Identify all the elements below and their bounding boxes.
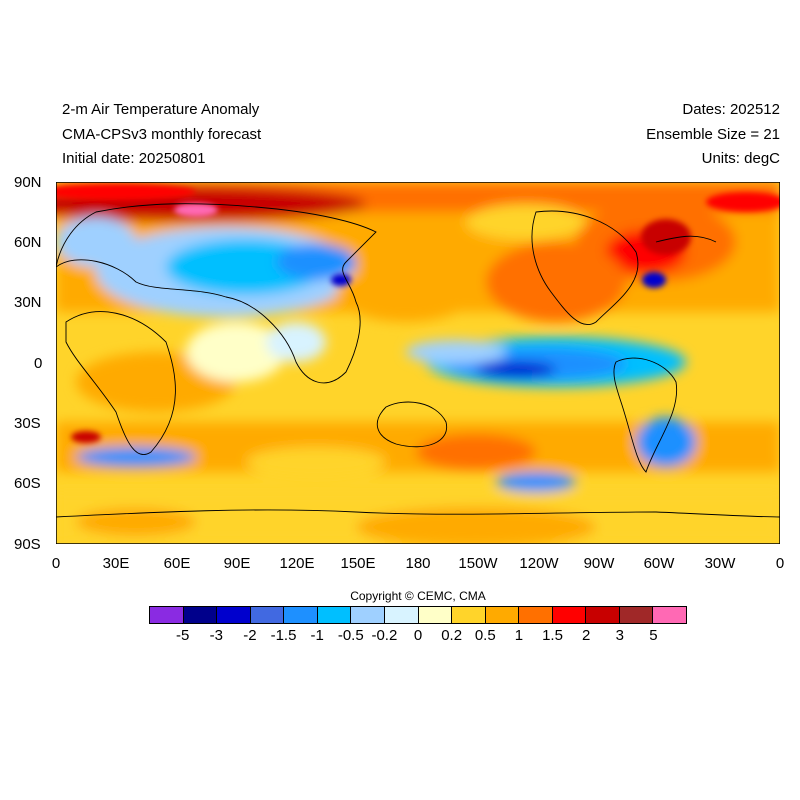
lon-label-150e: 150E (340, 555, 376, 572)
initial-date: Initial date: 20250801 (62, 150, 206, 167)
lon-label-30w: 30W (704, 555, 736, 572)
colorbar-swatch (619, 607, 654, 623)
coastlines (56, 203, 780, 518)
lat-label-90n: 90N (14, 174, 42, 191)
lat-label-30s: 30S (14, 415, 41, 432)
lon-label-120w: 120W (519, 555, 559, 572)
colorbar-swatch (418, 607, 453, 623)
forecast-dates: Dates: 202512 (682, 101, 780, 118)
lon-label-90e: 90E (223, 555, 251, 572)
colorbar-swatch (217, 607, 251, 623)
colorbar-label: -1.5 (270, 627, 297, 644)
map-title: 2-m Air Temperature Anomaly (62, 101, 260, 118)
lon-label-90w: 90W (583, 555, 615, 572)
colorbar-swatch (452, 607, 486, 623)
lon-label-30e: 30E (102, 555, 130, 572)
anomaly-map (56, 182, 780, 544)
colorbar-label: 1 (514, 627, 524, 644)
colorbar (149, 606, 687, 624)
lat-label-90s: 90S (14, 536, 41, 553)
lon-label-0-end: 0 (775, 555, 785, 572)
lat-label-30n: 30N (14, 294, 42, 311)
colorbar-swatch (653, 607, 686, 623)
colorbar-swatch (552, 607, 587, 623)
lon-label-60e: 60E (163, 555, 191, 572)
colorbar-swatch (384, 607, 419, 623)
lon-label-150w: 150W (458, 555, 498, 572)
colorbar-label: 0.5 (474, 627, 496, 644)
colorbar-swatch (183, 607, 218, 623)
colorbar-label: -2 (243, 627, 257, 644)
model-subtitle: CMA-CPSv3 monthly forecast (62, 126, 262, 143)
colorbar-label: 0.2 (441, 627, 463, 644)
copyright-notice: Copyright © CEMC, CMA (350, 589, 486, 603)
lon-label-60w: 60W (643, 555, 675, 572)
colorbar-swatch (317, 607, 352, 623)
colorbar-label: -5 (175, 627, 190, 644)
colorbar-swatch (519, 607, 553, 623)
lon-label-120e: 120E (279, 555, 315, 572)
lat-label-60n: 60N (14, 234, 42, 251)
colorbar-label: 5 (649, 627, 658, 644)
colorbar-swatch (284, 607, 318, 623)
colorbar-swatch (586, 607, 620, 623)
colorbar-label: 0 (413, 627, 423, 644)
colorbar-label: -3 (209, 627, 223, 644)
colorbar-label: -0.2 (371, 627, 398, 644)
colorbar-swatch (150, 607, 184, 623)
colorbar-swatch (351, 607, 385, 623)
anomaly-extremes (56, 184, 780, 443)
colorbar-swatch (250, 607, 285, 623)
colorbar-label: 3 (615, 627, 624, 644)
lat-label-equator: 0 (34, 355, 43, 372)
ensemble-size: Ensemble Size = 21 (646, 126, 780, 143)
lon-label-0: 0 (51, 555, 61, 572)
colorbar-swatch (485, 607, 520, 623)
colorbar-label: -0.5 (337, 627, 364, 644)
colorbar-label: -1 (310, 627, 324, 644)
colorbar-label: 2 (581, 627, 591, 644)
units-label: Units: degC (701, 150, 780, 167)
lat-label-60s: 60S (14, 475, 41, 492)
lon-label-180: 180 (405, 555, 431, 572)
colorbar-label: 1.5 (542, 627, 563, 644)
